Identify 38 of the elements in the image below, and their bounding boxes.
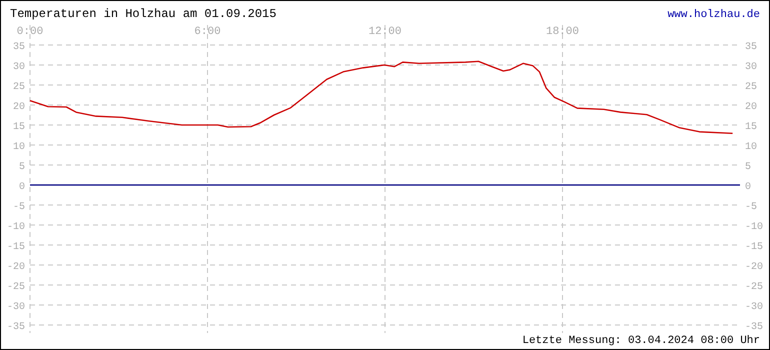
y2-tick-label: 25 [745,82,758,93]
y-tick-label: 35 [12,42,25,53]
x-tick-label: 6:00 [194,26,221,38]
y2-tick-label: -10 [745,222,764,233]
y2-tick-label: -25 [745,282,764,293]
x-tick-label: 18:00 [546,26,580,38]
y2-tick-label: -20 [745,262,764,273]
y2-tick-label: 10 [745,142,758,153]
y2-tick-label: 35 [745,42,758,53]
y2-tick-label: -15 [745,242,764,253]
y2-tick-label: -30 [745,302,764,313]
y-tick-label: -15 [6,242,25,253]
y-tick-label: -30 [6,302,25,313]
y2-tick-label: 30 [745,62,758,73]
y-tick-label: 30 [12,62,25,73]
text: www.holzhau.de [668,9,760,21]
y2-tick-label: 20 [745,102,758,113]
chart-title: Temperaturen in Holzhau am 01.09.2015 [10,7,276,21]
y-tick-label: -35 [6,322,25,333]
y2-tick-label: -5 [745,202,758,213]
x-tick-label: 12:00 [368,26,402,38]
y-tick-label: -5 [12,202,25,213]
y-tick-label: -20 [6,262,25,273]
x-tick-label: 0:00 [16,26,44,38]
line-series [29,60,734,134]
y-tick-label: -25 [6,282,25,293]
text: Letzte Messung: 03.04.2024 08:00 Uhr [522,335,760,347]
y-tick-label: -10 [6,222,25,233]
y-tick-label: 20 [12,102,25,113]
y-tick-label: 10 [12,142,25,153]
y2-tick-label: 5 [745,162,752,173]
y-tick-label: 15 [12,122,25,133]
y-tick-label: 25 [12,82,25,93]
y2-tick-label: -35 [745,322,764,333]
y2-tick-label: 0 [745,182,752,193]
y-tick-label: 5 [18,162,25,173]
y2-tick-label: 15 [745,122,758,133]
y-tick-label: 0 [18,182,25,193]
